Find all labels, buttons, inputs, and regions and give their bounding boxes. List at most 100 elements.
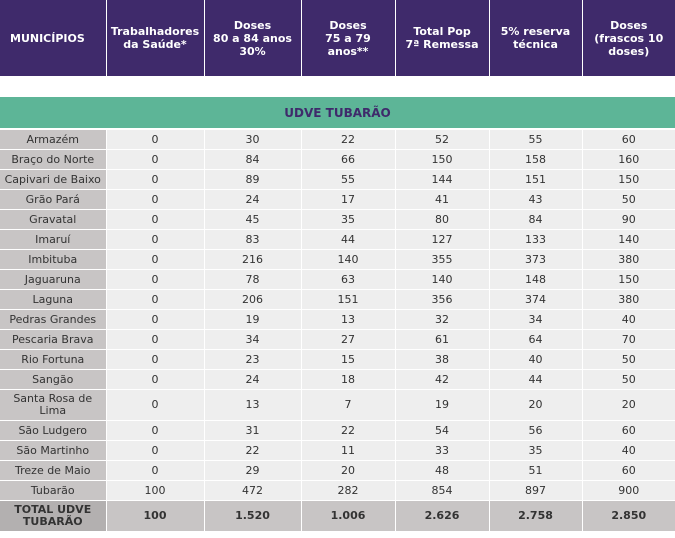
value-cell: 0 bbox=[106, 209, 205, 230]
value-cell: 84 bbox=[489, 209, 583, 230]
value-cell: 64 bbox=[489, 329, 583, 350]
total-value-cell: 2.850 bbox=[582, 500, 675, 531]
value-cell: 22 bbox=[301, 129, 396, 150]
value-cell: 373 bbox=[489, 249, 583, 270]
municipio-cell: Laguna bbox=[0, 289, 107, 310]
value-cell: 15 bbox=[301, 349, 396, 370]
value-cell: 13 bbox=[204, 389, 302, 421]
value-cell: 19 bbox=[204, 309, 302, 330]
value-cell: 20 bbox=[582, 389, 675, 421]
table-row: Santa Rosa de Lima 0 13 7 19 20 20 bbox=[0, 389, 675, 421]
value-cell: 61 bbox=[395, 329, 490, 350]
value-cell: 374 bbox=[489, 289, 583, 310]
municipio-cell: Jaguaruna bbox=[0, 269, 107, 290]
value-cell: 80 bbox=[395, 209, 490, 230]
table-row: Rio Fortuna 0 23 15 38 40 50 bbox=[0, 349, 675, 370]
value-cell: 140 bbox=[395, 269, 490, 290]
value-cell: 24 bbox=[204, 189, 302, 210]
header-reserva: 5% reserva técnica bbox=[489, 0, 583, 76]
value-cell: 0 bbox=[106, 309, 205, 330]
value-cell: 0 bbox=[106, 269, 205, 290]
value-cell: 45 bbox=[204, 209, 302, 230]
value-cell: 127 bbox=[395, 229, 490, 250]
value-cell: 158 bbox=[489, 149, 583, 170]
value-cell: 22 bbox=[301, 420, 396, 441]
value-cell: 30 bbox=[204, 129, 302, 150]
value-cell: 380 bbox=[582, 249, 675, 270]
value-cell: 50 bbox=[582, 369, 675, 390]
value-cell: 0 bbox=[106, 369, 205, 390]
municipio-cell: Pedras Grandes bbox=[0, 309, 107, 330]
value-cell: 40 bbox=[489, 349, 583, 370]
value-cell: 0 bbox=[106, 349, 205, 370]
table-row: Imbituba 0 216 140 355 373 380 bbox=[0, 249, 675, 270]
value-cell: 0 bbox=[106, 440, 205, 461]
header-doses-80-84: Doses 80 a 84 anos 30% bbox=[204, 0, 302, 76]
value-cell: 18 bbox=[301, 369, 396, 390]
value-cell: 44 bbox=[301, 229, 396, 250]
table-row: Laguna 0 206 151 356 374 380 bbox=[0, 289, 675, 310]
value-cell: 7 bbox=[301, 389, 396, 421]
value-cell: 355 bbox=[395, 249, 490, 270]
municipio-cell: Grão Pará bbox=[0, 189, 107, 210]
table-row: Treze de Maio 0 29 20 48 51 60 bbox=[0, 460, 675, 481]
value-cell: 56 bbox=[489, 420, 583, 441]
value-cell: 151 bbox=[489, 169, 583, 190]
table-row: Braço do Norte 0 84 66 150 158 160 bbox=[0, 149, 675, 170]
value-cell: 41 bbox=[395, 189, 490, 210]
header-row: MUNICÍPIOS Trabalhadores da Saúde* Doses… bbox=[0, 0, 675, 76]
value-cell: 144 bbox=[395, 169, 490, 190]
value-cell: 0 bbox=[106, 149, 205, 170]
table-row: Armazém 0 30 22 52 55 60 bbox=[0, 129, 675, 150]
value-cell: 32 bbox=[395, 309, 490, 330]
municipio-cell: Treze de Maio bbox=[0, 460, 107, 481]
value-cell: 472 bbox=[204, 480, 302, 501]
municipio-cell: Rio Fortuna bbox=[0, 349, 107, 370]
value-cell: 0 bbox=[106, 289, 205, 310]
value-cell: 23 bbox=[204, 349, 302, 370]
value-cell: 0 bbox=[106, 329, 205, 350]
municipio-cell: Tubarão bbox=[0, 480, 107, 501]
value-cell: 55 bbox=[301, 169, 396, 190]
header-total-pop: Total Pop 7ª Remessa bbox=[395, 0, 490, 76]
value-cell: 380 bbox=[582, 289, 675, 310]
municipio-cell: São Martinho bbox=[0, 440, 107, 461]
value-cell: 70 bbox=[582, 329, 675, 350]
table-row: Pedras Grandes 0 19 13 32 34 40 bbox=[0, 309, 675, 330]
value-cell: 0 bbox=[106, 169, 205, 190]
municipio-cell: Pescaria Brava bbox=[0, 329, 107, 350]
value-cell: 160 bbox=[582, 149, 675, 170]
municipio-cell: Braço do Norte bbox=[0, 149, 107, 170]
municipio-cell: Gravatal bbox=[0, 209, 107, 230]
value-cell: 29 bbox=[204, 460, 302, 481]
municipio-cell: São Ludgero bbox=[0, 420, 107, 441]
value-cell: 60 bbox=[582, 420, 675, 441]
value-cell: 148 bbox=[489, 269, 583, 290]
value-cell: 0 bbox=[106, 189, 205, 210]
section-title: UDVE TUBARÃO bbox=[0, 97, 675, 130]
value-cell: 55 bbox=[489, 129, 583, 150]
value-cell: 11 bbox=[301, 440, 396, 461]
value-cell: 0 bbox=[106, 229, 205, 250]
value-cell: 0 bbox=[106, 389, 205, 421]
municipio-cell: Capivari de Baixo bbox=[0, 169, 107, 190]
value-cell: 900 bbox=[582, 480, 675, 501]
value-cell: 50 bbox=[582, 349, 675, 370]
value-cell: 24 bbox=[204, 369, 302, 390]
value-cell: 40 bbox=[582, 440, 675, 461]
value-cell: 60 bbox=[582, 129, 675, 150]
value-cell: 78 bbox=[204, 269, 302, 290]
value-cell: 0 bbox=[106, 249, 205, 270]
header-municipios: MUNICÍPIOS bbox=[0, 0, 107, 76]
table-row: Pescaria Brava 0 34 27 61 64 70 bbox=[0, 329, 675, 350]
municipio-cell: Imbituba bbox=[0, 249, 107, 270]
value-cell: 22 bbox=[204, 440, 302, 461]
value-cell: 44 bbox=[489, 369, 583, 390]
spacer bbox=[0, 76, 675, 97]
total-value-cell: 2.758 bbox=[489, 500, 583, 531]
value-cell: 27 bbox=[301, 329, 396, 350]
value-cell: 150 bbox=[582, 269, 675, 290]
total-row: TOTAL UDVE TUBARÃO 100 1.520 1.006 2.626 2.75… bbox=[0, 500, 675, 531]
value-cell: 48 bbox=[395, 460, 490, 481]
